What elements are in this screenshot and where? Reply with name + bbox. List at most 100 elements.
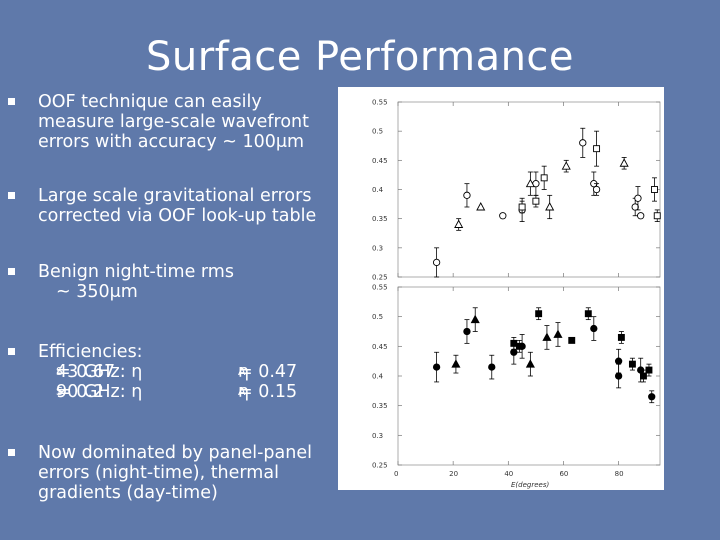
- efficiencies-heading: Efficiencies:: [38, 342, 143, 362]
- bullet-line: errors with accuracy ~ 100μm: [38, 132, 305, 152]
- y-tick-label: 0.4: [372, 186, 384, 194]
- y-tick-label: 0.45: [372, 343, 388, 351]
- y-tick-label: 0.5: [372, 313, 383, 321]
- data-point-triangle: [561, 161, 571, 170]
- bullet-line: gradients (day-time): [38, 483, 218, 503]
- y-tick-label: 0.3: [372, 432, 383, 440]
- bullet-marker: [8, 192, 15, 199]
- y-tick-label: 0.4: [372, 373, 384, 381]
- data-point-square: [651, 186, 658, 193]
- eff-a-sub: A: [238, 365, 246, 378]
- data-point-square: [540, 174, 548, 182]
- data-point-circle: [634, 194, 642, 202]
- plot-frame: [397, 101, 661, 278]
- bullet-line: Benign night-time rms: [38, 262, 234, 282]
- bullet-line: Large scale gravitational errors: [38, 186, 312, 206]
- x-axis-label: E(degrees): [511, 481, 549, 489]
- plots-svg: 0.55 0.5 0.45 0.4 0.35 0.3 0.25 0.55 0.5 0.45 0.4 0…: [372, 99, 661, 489]
- data-point-circle: [432, 258, 441, 267]
- y-tick-label: 0.25: [372, 274, 388, 282]
- bullet-line: ~ 350μm: [56, 282, 138, 302]
- data-point-square: [617, 333, 625, 341]
- eff-a-symbol: η: [238, 362, 250, 382]
- y-tick-label: 0.5: [372, 128, 383, 136]
- data-point-triangle: [470, 314, 480, 324]
- data-point-circle: [432, 363, 441, 371]
- data-point-square: [535, 310, 543, 318]
- y-tick-label: 0.25: [372, 462, 388, 470]
- y-tick-label: 0.35: [372, 215, 388, 223]
- bullet-line: corrected via OOF look-up table: [38, 206, 317, 226]
- eff-band: 90 GHz: η: [56, 382, 143, 402]
- eff-s-sub: S: [56, 385, 63, 398]
- eff-band: 43 GHz: η: [56, 362, 143, 382]
- y-tick-label: 0.45: [372, 157, 388, 165]
- eff-s-value: = 0.2: [56, 382, 105, 402]
- data-point-circle: [614, 357, 623, 365]
- data-point-square: [515, 342, 523, 350]
- data-point-circle: [648, 393, 656, 401]
- y-tick-label: 0.3: [372, 244, 383, 252]
- x-tick-label: 20: [449, 470, 458, 478]
- data-point-circle: [488, 363, 496, 371]
- eff-s-sub: S: [56, 365, 63, 378]
- data-point-circle: [614, 372, 623, 380]
- data-point-circle: [463, 191, 471, 199]
- data-point-triangle: [525, 178, 535, 188]
- bullet-list: OOF technique can easily measure large-s…: [0, 0, 340, 540]
- x-tick-label: 60: [559, 470, 568, 478]
- data-point-triangle: [525, 359, 535, 368]
- bullet-marker: [8, 268, 15, 275]
- bullet-line: OOF technique can easily: [38, 92, 262, 112]
- data-point-triangle: [476, 202, 486, 211]
- bullet-line: measure large-scale wavefront: [38, 112, 309, 132]
- data-point-triangle: [542, 332, 552, 341]
- bullet-marker: [8, 348, 15, 355]
- x-tick-label: 80: [615, 470, 624, 478]
- data-point-circle: [499, 212, 507, 220]
- data-point-square: [640, 372, 647, 380]
- bullet-text: OOF technique can easily measure large-s…: [38, 92, 338, 152]
- y-tick-label: 0.55: [372, 99, 388, 107]
- bullet-line: Now dominated by panel-panel: [38, 443, 312, 463]
- data-point-triangle: [553, 329, 563, 338]
- data-point-square: [653, 212, 661, 220]
- bullet-text: Large scale gravitational errors correct…: [38, 186, 338, 226]
- efficiency-plots: 0.55 0.5 0.45 0.4 0.35 0.3 0.25 0.55 0.5 0.45 0.4 0…: [338, 87, 664, 490]
- data-point-square: [584, 310, 592, 318]
- data-point-circle: [592, 185, 601, 194]
- bullet-text: Benign night-time rms ~ 350μm: [38, 262, 338, 302]
- bullet-marker: [8, 449, 15, 456]
- data-point-square: [645, 366, 653, 374]
- bullet-line: errors (night-time), thermal: [38, 463, 279, 483]
- bullet-text: Now dominated by panel-panel errors (nig…: [38, 443, 338, 503]
- y-tick-label: 0.35: [372, 402, 388, 410]
- y-tick-label: 0.55: [372, 284, 388, 292]
- data-point-circle: [579, 139, 587, 147]
- data-point-triangle: [545, 202, 555, 211]
- eff-a-symbol: η: [238, 382, 250, 402]
- data-point-circle: [637, 212, 645, 220]
- data-point-triangle: [451, 359, 461, 368]
- data-point-circle: [590, 324, 598, 333]
- eff-s-value: = 0.67: [56, 362, 116, 382]
- data-point-square: [628, 360, 636, 368]
- data-point-triangle: [619, 158, 629, 167]
- data-point-square: [518, 203, 526, 211]
- eff-a-value: = 0.47: [238, 362, 298, 382]
- data-point-square: [568, 336, 576, 344]
- data-point-circle: [631, 203, 639, 211]
- data-point-circle: [510, 348, 518, 356]
- eff-a-value: = 0.15: [238, 382, 298, 402]
- data-point-circle: [463, 327, 471, 336]
- data-point-square: [532, 197, 540, 205]
- x-tick-label: 40: [504, 470, 513, 478]
- data-point-triangle: [454, 219, 464, 228]
- x-tick-label: 0: [394, 470, 398, 478]
- data-point-square: [593, 145, 601, 153]
- bullet-marker: [8, 98, 15, 105]
- eff-a-sub: A: [238, 385, 246, 398]
